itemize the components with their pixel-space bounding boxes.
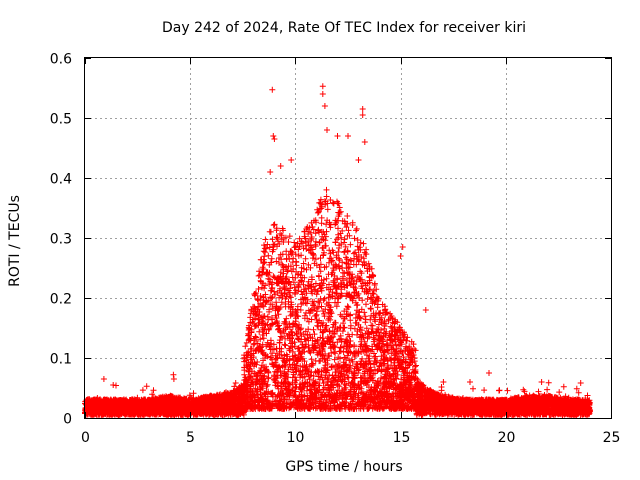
y-tick-label: 0.5 bbox=[50, 112, 72, 128]
chart-title: Day 242 of 2024, Rate Of TEC Index for r… bbox=[162, 20, 526, 36]
axis-ticks bbox=[85, 58, 612, 419]
x-tick-label: 20 bbox=[498, 430, 516, 446]
y-tick-label: 0.3 bbox=[50, 232, 72, 248]
plot-frame bbox=[84, 57, 612, 419]
y-tick-label: 0.6 bbox=[50, 52, 72, 68]
axis-tick-labels: 0 5 10 15 20 25 0 0.1 0.2 0.3 0.4 0.5 0.6 bbox=[50, 52, 621, 447]
x-tick-label: 10 bbox=[287, 430, 305, 446]
x-tick-label: 0 bbox=[81, 430, 90, 446]
x-tick-label: 25 bbox=[603, 430, 621, 446]
x-tick-label: 15 bbox=[393, 430, 411, 446]
x-tick-label: 5 bbox=[186, 430, 195, 446]
y-tick-label: 0.2 bbox=[50, 292, 72, 308]
roti-point-markers bbox=[82, 83, 593, 418]
y-tick-label: 0.1 bbox=[50, 352, 72, 368]
x-axis-title: GPS time / hours bbox=[285, 459, 402, 475]
y-tick-label: 0.4 bbox=[50, 172, 72, 188]
y-tick-label: 0 bbox=[63, 412, 72, 428]
data-points bbox=[82, 83, 593, 418]
y-axis-title: ROTI / TECUs bbox=[7, 195, 23, 287]
